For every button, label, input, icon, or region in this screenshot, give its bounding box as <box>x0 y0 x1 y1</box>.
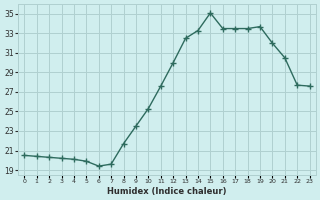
X-axis label: Humidex (Indice chaleur): Humidex (Indice chaleur) <box>107 187 227 196</box>
